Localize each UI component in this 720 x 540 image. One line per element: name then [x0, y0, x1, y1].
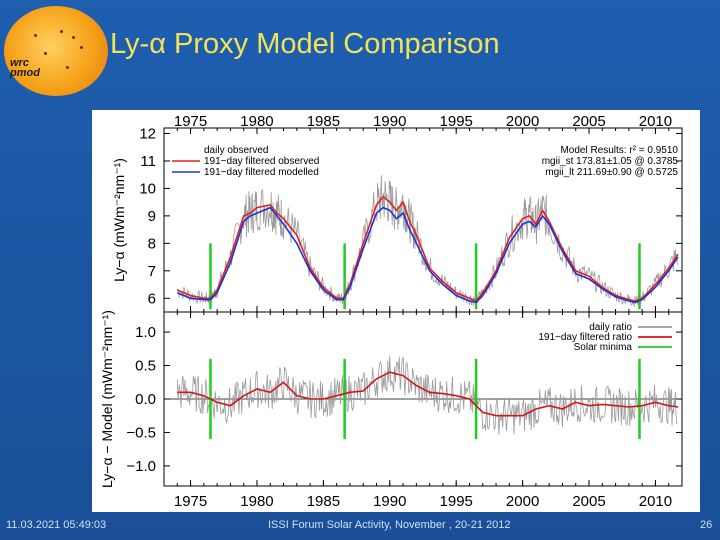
legend-label: Solar minima [574, 342, 633, 353]
x-tick-label-bottom: 1995 [440, 493, 473, 510]
x-tick-label-bottom: 2000 [506, 493, 539, 510]
x-tick-label-bottom: 2010 [639, 493, 672, 510]
x-tick-label-bottom: 1975 [174, 493, 207, 510]
logo-text-wrc: wrc [10, 57, 29, 69]
y-tick-label: 0.5 [135, 358, 156, 375]
x-tick-label-bottom: 1980 [240, 493, 273, 510]
chart-svg: 6 7 8 9 10 11 12 Ly−α (mWm⁻²nm⁻¹) daily observed… [99, 113, 683, 510]
x-tick-label-top: 2000 [506, 113, 539, 130]
x-tick-label-top: 1995 [440, 113, 473, 130]
y-tick-label: 8 [148, 235, 156, 252]
x-tick-label-bottom: 2005 [572, 493, 605, 510]
sun-logo-image [4, 6, 108, 96]
chart-panel: 6 7 8 9 10 11 12 Ly−α (mWm⁻²nm⁻¹) daily observed… [92, 110, 700, 512]
y-tick-label: −1.0 [126, 458, 156, 475]
slide-title: Ly-α Proxy Model Comparison [110, 28, 500, 60]
x-tick-label-top: 2010 [639, 113, 672, 130]
y-tick-label: 6 [148, 290, 156, 307]
y-tick-label: 11 [140, 153, 156, 170]
y-tick-label: 9 [148, 208, 156, 225]
y-tick-label: 1.0 [135, 324, 156, 341]
y-axis-label: Ly−α (mWm⁻²nm⁻¹) [111, 158, 127, 282]
series-line-top-1 [176, 206, 679, 304]
x-tick-label-bottom: 1985 [307, 493, 340, 510]
y-tick-label: 12 [139, 125, 156, 142]
series-daily-line [177, 175, 678, 307]
x-tick-label-bottom: 1990 [373, 493, 406, 510]
y-axis-label: Ly−α − Model (mWm⁻²nm⁻¹) [99, 310, 115, 488]
x-tick-label-top: 1980 [240, 113, 273, 130]
x-tick-label-top: 2005 [572, 113, 605, 130]
footer-event: ISSI Forum Solar Activity, November , 20… [268, 519, 511, 531]
series-line-bottom-0 [177, 371, 679, 417]
model-results-text: mgii_lt 211.69±0.90 @ 0.5725 [545, 167, 678, 178]
x-tick-label-top: 1975 [174, 113, 207, 130]
footer-page-number: 26 [700, 519, 713, 531]
x-tick-label-top: 1990 [373, 113, 406, 130]
y-tick-label: 10 [139, 180, 156, 197]
y-tick-label: −0.5 [126, 424, 156, 441]
pmod-wrc-logo: wrc pmod [10, 57, 40, 79]
legend-label: 191−day filtered observed [204, 156, 319, 167]
series-daily-line [176, 355, 678, 435]
legend-label: 191−day filtered modelled [204, 167, 319, 178]
y-tick-label: 0.0 [135, 391, 156, 408]
legend-label: 191−day filtered ratio [538, 332, 632, 343]
model-results-text: mgii_st 173.81±1.05 @ 0.3785 [542, 156, 679, 167]
legend-label: daily observed [204, 145, 268, 156]
series-line-top-0 [176, 195, 679, 302]
legend-label: daily ratio [589, 322, 632, 333]
model-results-text: Model Results: r² = 0.9510 [560, 145, 678, 156]
y-tick-label: 7 [148, 263, 156, 280]
x-tick-label-top: 1985 [307, 113, 340, 130]
logo-text-pmod: pmod [10, 67, 40, 79]
footer-date: 11.03.2021 05:49:03 [6, 519, 107, 531]
